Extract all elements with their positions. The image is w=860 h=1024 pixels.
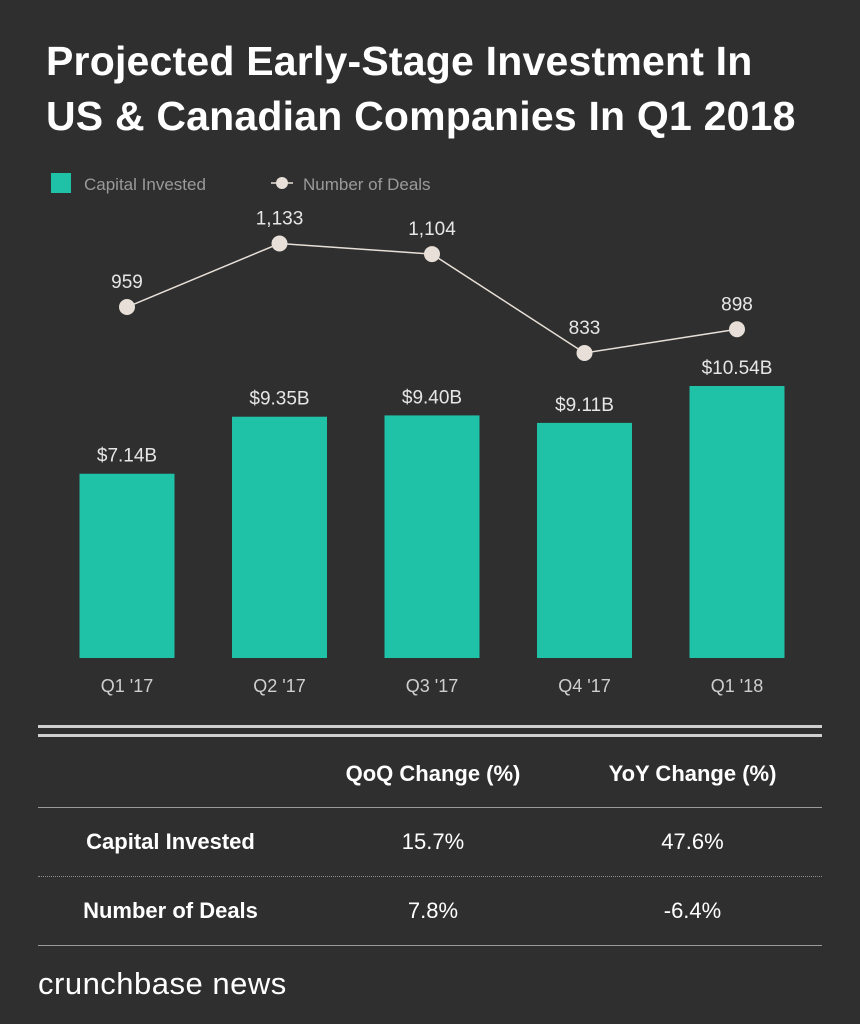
table-row-label: Capital Invested bbox=[86, 828, 255, 854]
table-cell: 15.7% bbox=[401, 828, 465, 854]
table-row-label: Number of Deals bbox=[83, 897, 258, 923]
x-tick-label: Q1 '17 bbox=[101, 676, 153, 696]
separator-bottom bbox=[38, 734, 822, 737]
legend-label: Number of Deals bbox=[303, 175, 431, 194]
bar-value-label: $9.40B bbox=[402, 387, 462, 408]
x-axis-labels: Q1 '17 Q2 '17 Q3 '17 Q4 '17 Q1 '18 bbox=[101, 676, 763, 696]
chart-legend: Capital Invested Number of Deals bbox=[51, 173, 431, 194]
bar bbox=[384, 415, 480, 658]
x-tick-label: Q2 '17 bbox=[253, 676, 305, 696]
table-divider bbox=[38, 945, 822, 946]
table-divider bbox=[38, 876, 822, 877]
line-point bbox=[119, 299, 135, 316]
table-row: Capital Invested 15.7% 47.6% bbox=[38, 807, 822, 876]
brand-logo: crunchbase news bbox=[38, 966, 287, 1001]
table-divider bbox=[38, 807, 822, 808]
bar-value-label: $10.54B bbox=[702, 358, 773, 379]
chart-title-line-2: US & Canadian Companies In Q1 2018 bbox=[46, 93, 796, 139]
line-point bbox=[271, 235, 288, 252]
bar-value-label: $7.14B bbox=[97, 446, 157, 467]
legend-swatch-bar bbox=[51, 173, 71, 193]
line-value-label: 959 bbox=[111, 272, 143, 293]
line-point bbox=[576, 345, 593, 361]
table-cell: -6.4% bbox=[663, 897, 722, 923]
line-value-label: 1,104 bbox=[408, 219, 456, 240]
combo-chart: Capital Invested Number of Deals $7.14B $9… bbox=[51, 173, 785, 696]
line-value-label: 1,133 bbox=[256, 209, 304, 230]
bar-value-label: $9.11B bbox=[555, 395, 614, 416]
x-tick-label: Q3 '17 bbox=[406, 676, 458, 696]
line-series: 959 1,133 1,104 833 898 bbox=[111, 209, 753, 361]
line-value-label: 833 bbox=[569, 318, 601, 339]
line-point bbox=[424, 246, 440, 263]
bar bbox=[689, 386, 785, 658]
x-tick-label: Q4 '17 bbox=[558, 676, 610, 696]
bar bbox=[537, 422, 632, 658]
table-header-row: QoQ Change (%) YoY Change (%) bbox=[38, 740, 822, 807]
table-header-cell: YoY Change (%) bbox=[608, 760, 777, 786]
bar bbox=[232, 416, 327, 658]
x-tick-label: Q1 '18 bbox=[711, 676, 763, 696]
table-header-cell: QoQ Change (%) bbox=[345, 760, 521, 786]
separator-top bbox=[38, 725, 822, 728]
legend-label: Capital Invested bbox=[84, 175, 206, 194]
legend-swatch-marker bbox=[276, 177, 288, 189]
change-table: QoQ Change (%) YoY Change (%) Capital In… bbox=[38, 740, 822, 946]
table-cell: 7.8% bbox=[407, 897, 459, 923]
chart-title-line-1: Projected Early-Stage Investment In bbox=[46, 38, 753, 84]
line-value-label: 898 bbox=[721, 294, 753, 315]
bar-series: $7.14B $9.35B $9.40B $9.11B $10.54B bbox=[79, 358, 785, 658]
line-point bbox=[729, 321, 745, 338]
bar-value-label: $9.35B bbox=[249, 389, 309, 410]
table-row: Number of Deals 7.8% -6.4% bbox=[38, 876, 822, 945]
bar bbox=[79, 473, 175, 658]
table-cell: 47.6% bbox=[661, 828, 724, 854]
chart-title: Projected Early-Stage Investment In US &… bbox=[46, 34, 836, 144]
table-header-cell bbox=[38, 740, 303, 807]
